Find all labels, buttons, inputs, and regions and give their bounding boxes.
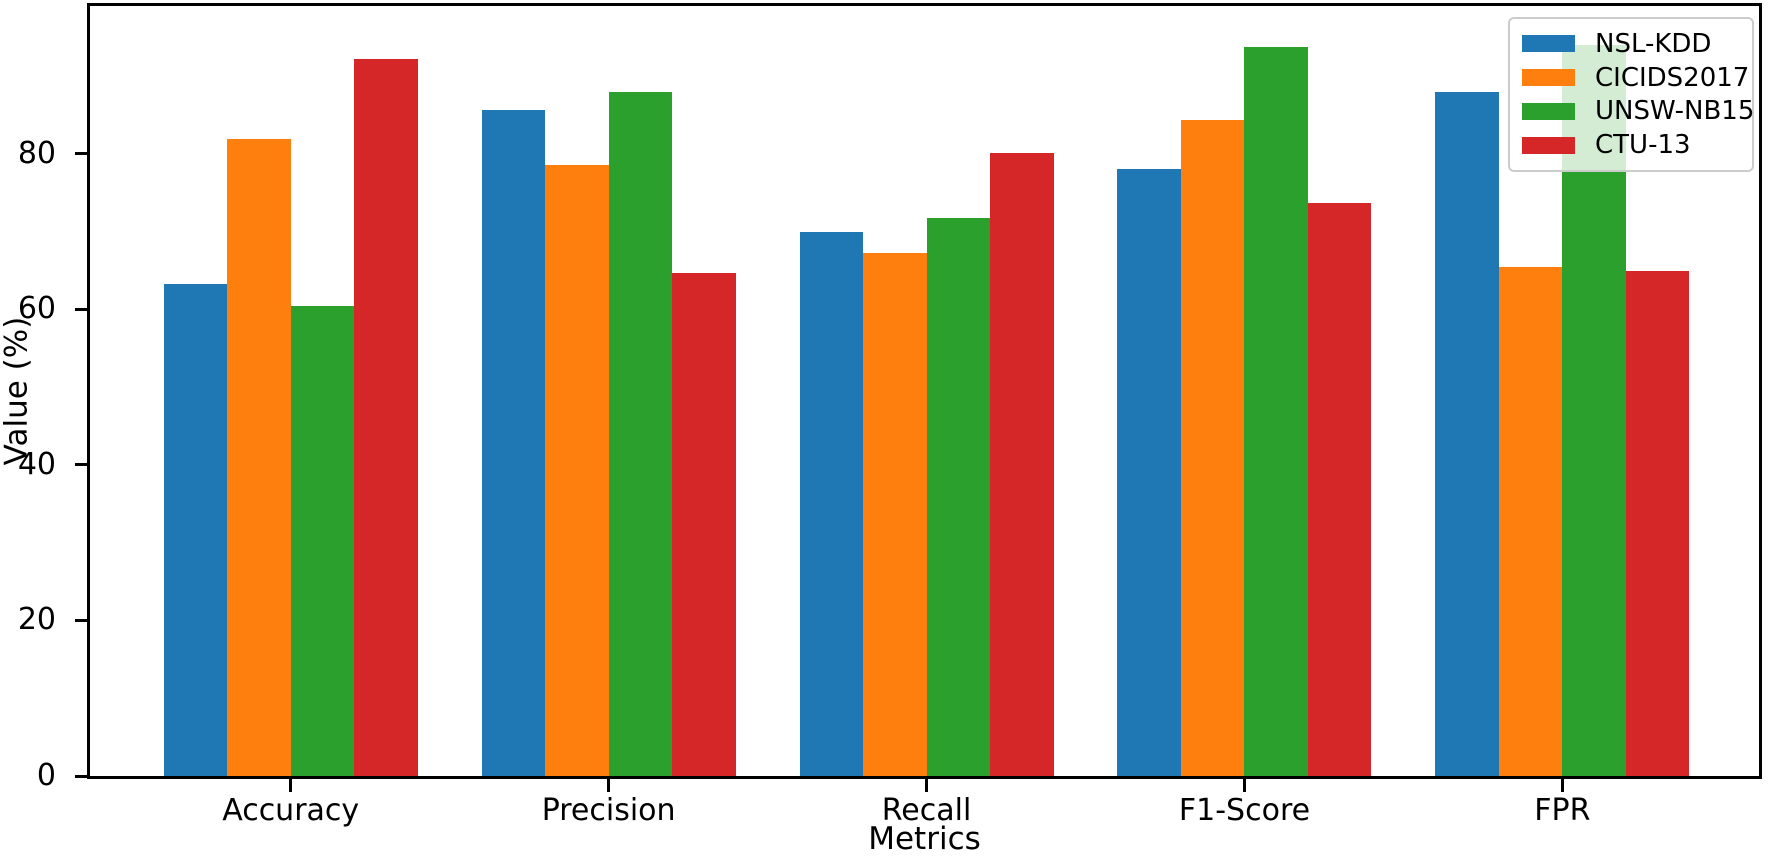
legend-label-unsw-nb15: UNSW-NB15 — [1595, 96, 1755, 127]
legend-item-cicids2017: CICIDS2017 — [1522, 65, 1749, 91]
ytick-label-40: 40 — [17, 446, 56, 482]
bar-unsw-nb15-precision — [608, 91, 673, 776]
y-axis-tick-marks — [75, 6, 87, 778]
ytick-label-0: 0 — [36, 758, 56, 793]
xtick-mark-f1-score — [1242, 779, 1246, 792]
legend-label-ctu-13: CTU-13 — [1595, 130, 1691, 161]
bar-unsw-nb15-f1-score — [1244, 47, 1308, 776]
ytick-label-20: 20 — [17, 602, 56, 638]
bar-cicids2017-accuracy — [227, 139, 291, 776]
ytick-mark-60 — [75, 307, 87, 311]
bar-ctu-13-accuracy — [354, 58, 418, 776]
ytick-mark-80 — [75, 152, 87, 156]
bar-nsl-kdd-precision — [481, 110, 546, 776]
ytick-mark-20 — [75, 618, 87, 622]
xtick-mark-accuracy — [289, 779, 293, 792]
bars-layer — [90, 6, 1759, 776]
xtick-mark-fpr — [1560, 779, 1564, 792]
y-axis-title: Value (%) — [0, 316, 35, 466]
legend-swatch-nsl-kdd — [1522, 35, 1575, 53]
legend-item-unsw-nb15: UNSW-NB15 — [1522, 98, 1754, 124]
legend-swatch-ctu-13 — [1522, 136, 1575, 154]
bar-nsl-kdd-fpr — [1435, 91, 1499, 776]
bar-nsl-kdd-f1-score — [1117, 169, 1181, 776]
bar-ctu-13-precision — [672, 272, 736, 776]
bar-nsl-kdd-recall — [799, 231, 864, 776]
bar-unsw-nb15-recall — [926, 217, 991, 776]
xtick-label-fpr: FPR — [1534, 793, 1591, 828]
bar-ctu-13-fpr — [1625, 271, 1690, 776]
bar-cicids2017-f1-score — [1180, 119, 1245, 776]
bar-cicids2017-fpr — [1498, 267, 1563, 776]
bar-nsl-kdd-accuracy — [163, 283, 228, 776]
xtick-mark-recall — [925, 779, 929, 792]
xtick-mark-precision — [607, 779, 611, 792]
legend-item-nsl-kdd: NSL-KDD — [1522, 31, 1740, 57]
y-axis-tick-labels: 0 20 40 60 80 — [0, 6, 72, 790]
ytick-mark-40 — [75, 463, 87, 467]
legend-label-nsl-kdd: NSL-KDD — [1595, 28, 1712, 59]
x-axis-ticks: Accuracy Precision Recall F1-Score FPR — [90, 779, 1759, 849]
bar-unsw-nb15-accuracy — [290, 306, 355, 776]
x-axis-title: Metrics — [868, 821, 981, 856]
bar-ctu-13-recall — [990, 153, 1054, 776]
xtick-label-recall: Recall — [881, 793, 972, 828]
bar-cicids2017-recall — [863, 253, 927, 776]
legend-swatch-cicids2017 — [1522, 69, 1575, 87]
bar-cicids2017-precision — [545, 164, 609, 776]
legend-item-ctu-13: CTU-13 — [1522, 132, 1740, 158]
plot-area — [87, 3, 1762, 779]
ytick-label-80: 80 — [17, 135, 56, 171]
ytick-mark-0 — [75, 774, 87, 778]
xtick-label-f1-score: F1-Score — [1178, 793, 1311, 828]
legend-label-cicids2017: CICIDS2017 — [1595, 62, 1750, 93]
bar-ctu-13-f1-score — [1307, 202, 1372, 776]
xtick-label-precision: Precision — [541, 793, 676, 828]
xtick-label-accuracy: Accuracy — [222, 793, 360, 828]
ytick-label-60: 60 — [17, 291, 56, 327]
legend: NSL-KDD CICIDS2017 UNSW-NB15 CTU-13 — [1508, 17, 1754, 172]
legend-swatch-unsw-nb15 — [1522, 102, 1575, 120]
